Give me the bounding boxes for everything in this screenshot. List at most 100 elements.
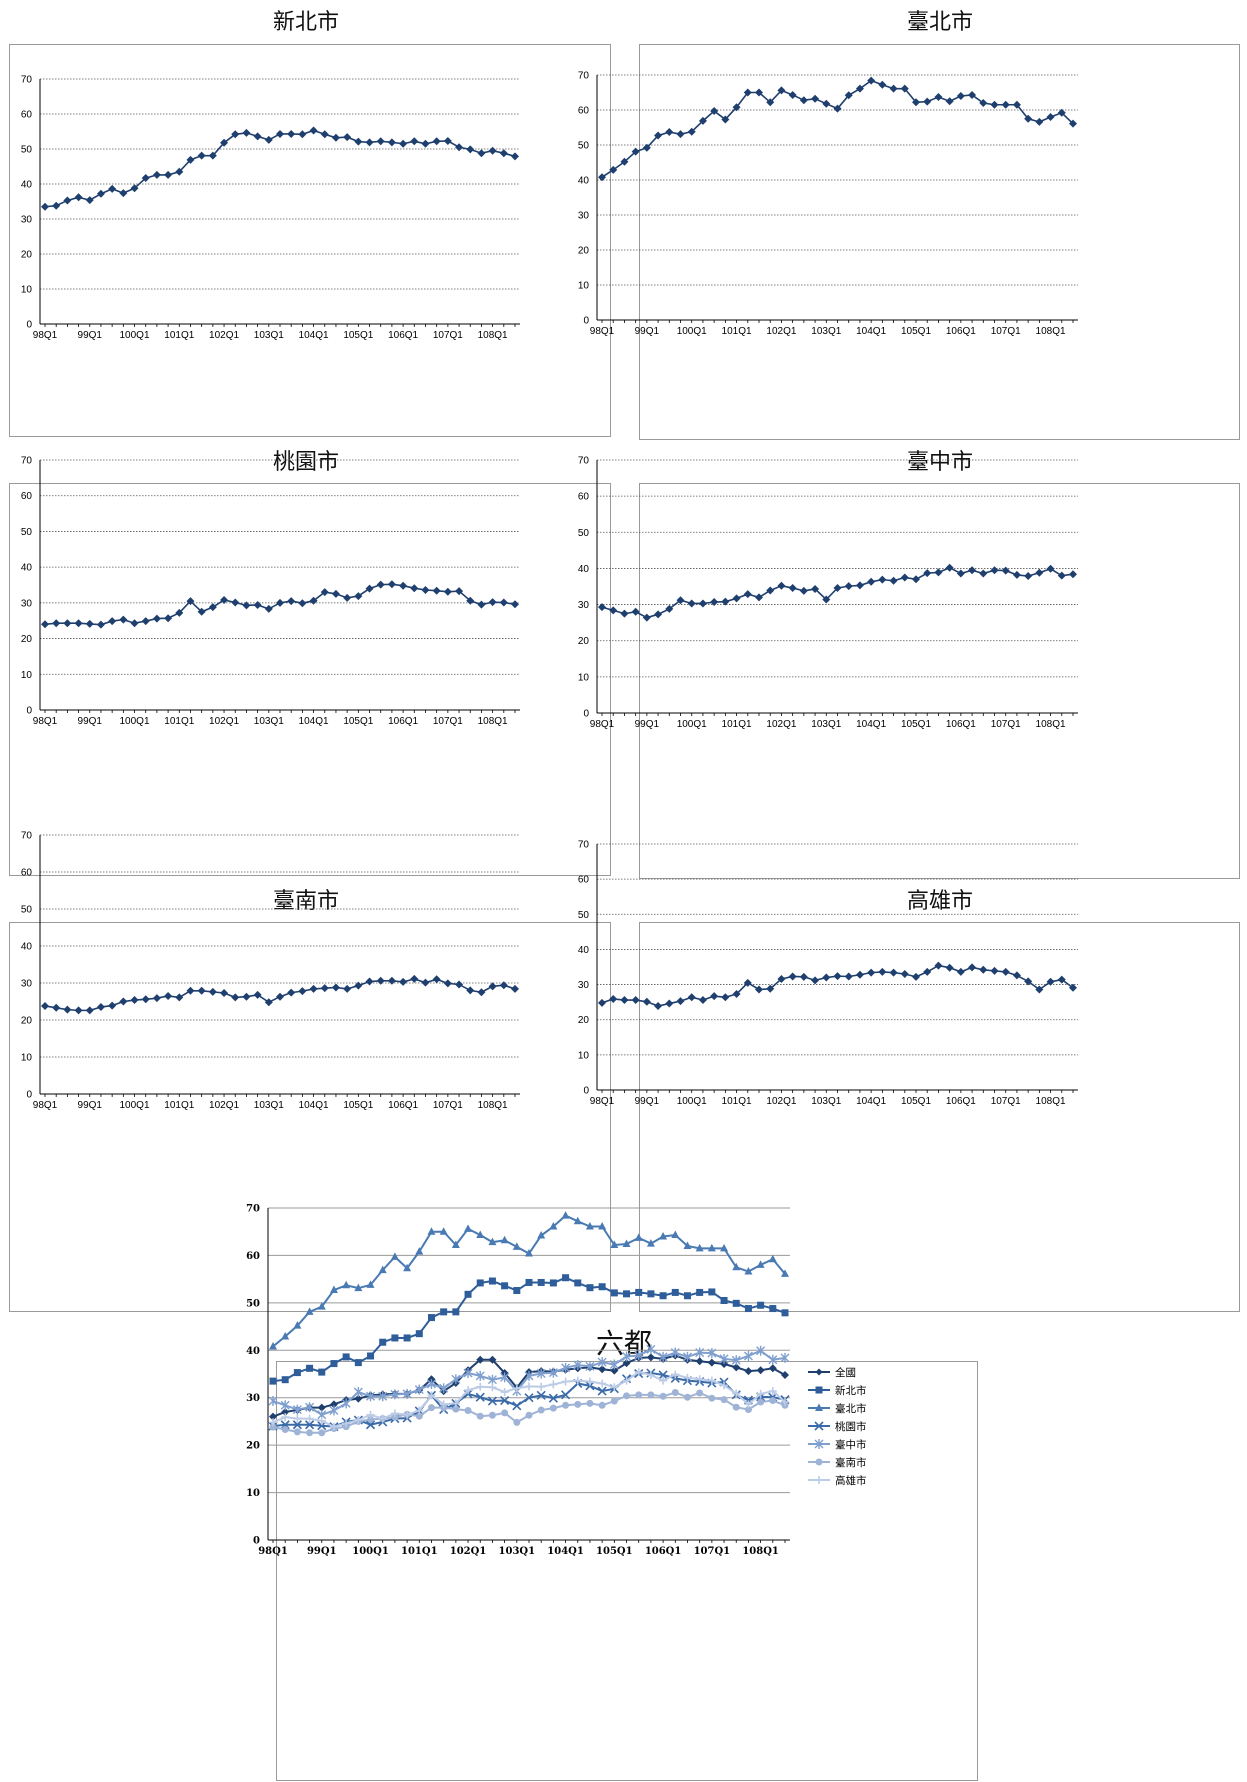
data-point <box>421 139 430 148</box>
series-line <box>601 79 1074 178</box>
x-tick-label: 98Q1 <box>33 1100 58 1111</box>
data-point <box>451 1399 460 1408</box>
data-point <box>488 146 497 155</box>
data-point <box>141 174 150 183</box>
data-point <box>822 973 831 982</box>
data-point <box>488 1277 496 1285</box>
data-point <box>609 165 618 174</box>
x-tick-label: 98Q1 <box>590 719 615 730</box>
y-tick-label: 60 <box>21 868 33 879</box>
data-point <box>635 1391 643 1399</box>
data-point <box>399 139 408 148</box>
data-point <box>264 135 273 144</box>
data-point <box>164 170 173 179</box>
y-tick-label: 10 <box>21 670 33 681</box>
data-point <box>598 998 606 1007</box>
x-tick-label: 99Q1 <box>78 1100 103 1111</box>
data-point <box>242 992 251 1001</box>
data-point <box>990 566 999 575</box>
data-point <box>708 1288 716 1296</box>
data-point <box>298 130 307 139</box>
x-tick-label: 108Q1 <box>478 330 508 341</box>
legend-label: 臺中市 <box>835 1438 867 1451</box>
data-point <box>635 1288 643 1296</box>
data-point <box>130 996 139 1005</box>
y-tick-label: 40 <box>578 176 590 187</box>
chart-tainan: 0 10 20 30 40 50 60 70 98Q1 99Q1 100Q1 101Q1 102Q1 10… <box>21 831 520 1111</box>
x-tick-label: 105Q1 <box>901 326 931 337</box>
data-point <box>659 1292 667 1300</box>
data-point <box>1057 975 1066 984</box>
data-point <box>365 138 374 147</box>
data-point <box>536 1390 546 1400</box>
x-tick-label: 108Q1 <box>1036 719 1066 730</box>
data-point <box>867 577 876 586</box>
data-point <box>293 1414 302 1423</box>
data-point <box>41 620 49 629</box>
data-point <box>353 1387 363 1398</box>
data-point <box>710 992 719 1001</box>
data-point <box>463 1368 473 1379</box>
y-tick-label: 50 <box>21 527 33 538</box>
data-point <box>376 976 385 985</box>
data-point <box>426 1378 436 1389</box>
data-point <box>844 582 853 591</box>
data-point <box>696 1288 704 1296</box>
data-point <box>968 90 977 99</box>
data-point <box>376 137 385 146</box>
data-point <box>561 1377 570 1386</box>
y-tick-label: 70 <box>578 840 590 851</box>
x-tick-label: 98Q1 <box>590 326 615 337</box>
data-point <box>197 607 206 616</box>
data-point <box>768 1254 777 1263</box>
x-tick-label: 101Q1 <box>722 1096 752 1107</box>
data-point <box>399 977 408 986</box>
data-point <box>743 978 752 987</box>
data-point <box>900 84 909 93</box>
data-point <box>186 597 195 606</box>
data-point <box>743 590 752 599</box>
y-tick-label: 70 <box>578 71 590 82</box>
data-point <box>63 1005 72 1014</box>
data-point <box>743 88 752 97</box>
data-point <box>309 984 318 993</box>
data-point <box>455 980 464 989</box>
data-point <box>354 1359 362 1367</box>
data-point <box>464 1290 472 1298</box>
data-point <box>455 587 464 596</box>
data-point <box>281 1376 289 1384</box>
data-point <box>488 1383 497 1392</box>
data-point <box>96 620 105 629</box>
data-point <box>208 987 217 996</box>
data-point <box>85 619 94 628</box>
data-point <box>799 586 808 595</box>
data-point <box>968 963 977 972</box>
x-tick-label: 107Q1 <box>991 719 1021 730</box>
data-point <box>318 1368 326 1376</box>
data-point <box>402 1388 412 1399</box>
x-tick-label: 99Q1 <box>635 719 660 730</box>
data-point <box>536 1368 546 1379</box>
data-point <box>403 1263 412 1272</box>
x-tick-label: 99Q1 <box>78 330 103 341</box>
data-point <box>687 599 696 608</box>
data-point <box>549 1279 557 1287</box>
data-point <box>119 189 128 198</box>
data-point <box>598 1221 607 1230</box>
data-point <box>242 128 251 137</box>
data-point <box>342 1353 350 1361</box>
x-tick-label: 101Q1 <box>164 330 194 341</box>
data-point <box>427 1314 435 1322</box>
data-point <box>500 1395 510 1406</box>
data-point <box>410 584 419 593</box>
x-tick-label: 100Q1 <box>120 716 150 727</box>
data-point <box>525 1382 533 1391</box>
data-point <box>293 1428 301 1436</box>
data-point <box>676 130 685 139</box>
data-point <box>768 1354 778 1365</box>
data-point <box>683 1393 691 1401</box>
data-point <box>695 1347 705 1358</box>
x-tick-label: 106Q1 <box>388 1100 418 1111</box>
data-point <box>476 1412 484 1420</box>
data-point <box>781 1269 789 1277</box>
